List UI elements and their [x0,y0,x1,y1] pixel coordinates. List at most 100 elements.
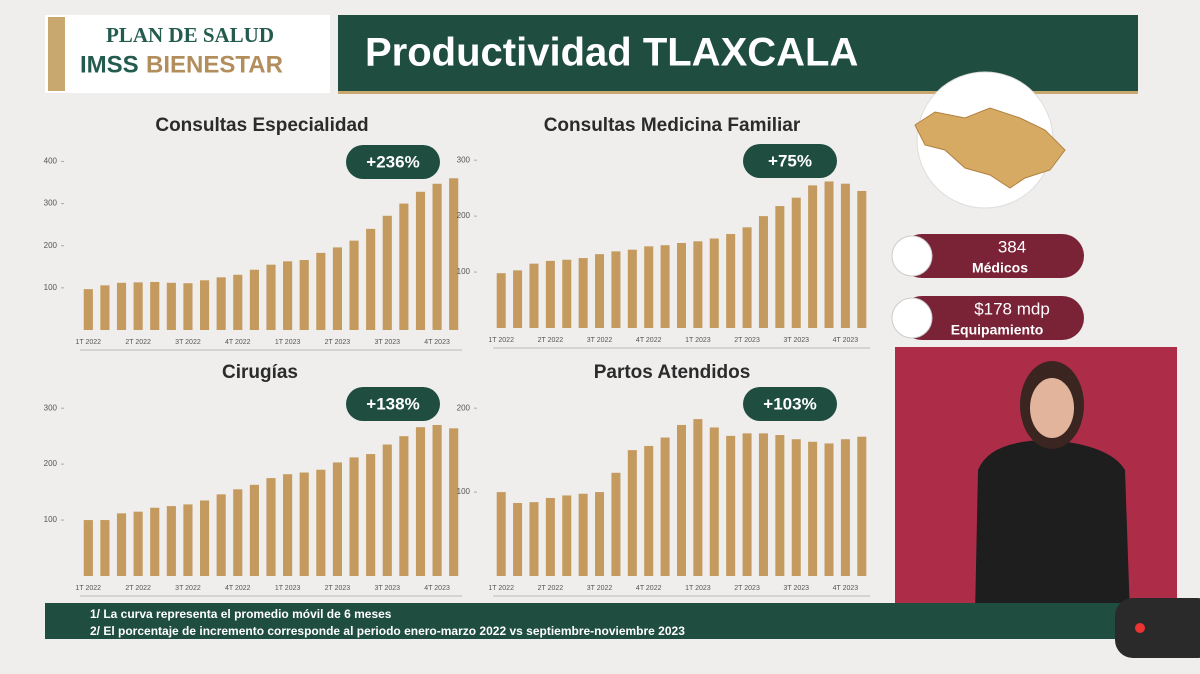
bar [366,228,376,330]
bar [562,495,572,576]
x-tick-label: 3T 2023 [783,337,809,344]
bar [83,520,93,576]
x-tick-label: 3T 2022 [587,585,613,592]
chart-title: Partos Atendidos [594,362,751,383]
y-tick-label: 200 [44,459,58,468]
y-tick-label: 100 [44,515,58,524]
bar [545,260,555,328]
bar [742,433,752,576]
x-tick-label: 2T 2023 [325,339,351,346]
bar [545,497,555,576]
x-tick-label: 2T 2023 [734,585,760,592]
badge-text: +75% [768,151,812,170]
bar [332,462,343,576]
medicos-pill [900,234,1084,278]
bar [660,437,670,576]
bar [611,251,621,328]
bar [758,216,768,328]
bar [857,190,867,328]
badge-text: +103% [763,394,816,413]
equip-label: Equipamiento [951,322,1044,338]
logo-imss: IMSS [80,51,139,78]
medicos-icon [891,235,933,277]
x-tick-label: 1T 2023 [275,339,301,346]
bar [83,289,93,330]
bar [183,504,193,576]
bar [332,247,343,330]
bar [513,502,523,576]
bar [199,280,210,330]
logo-bar [48,17,65,91]
bar [824,181,834,328]
bar [150,507,160,576]
x-tick-label: 2T 2022 [538,337,564,344]
bar [166,506,176,576]
bar [627,450,637,576]
bar [399,203,409,330]
x-tick-label: 2T 2022 [538,585,564,592]
badge [743,144,837,178]
bar [266,264,276,330]
bar [316,252,326,330]
bar [283,261,293,330]
bar [399,436,409,576]
bar [562,259,572,328]
bar [249,484,259,576]
x-tick-label: 3T 2022 [175,339,201,346]
bar [382,215,392,330]
interpreter-body [975,440,1130,615]
badge [346,387,440,421]
badge [743,387,837,421]
bar [199,500,210,576]
x-tick-label: 4T 2022 [225,339,251,346]
bar [676,424,687,576]
bar [432,424,442,576]
bar [299,472,309,576]
y-tick-label: 200 [457,211,471,220]
bar [676,242,687,328]
x-tick-label: 3T 2023 [374,339,400,346]
bar [316,469,326,576]
bar [513,270,523,328]
bar [496,492,506,576]
x-tick-label: 2T 2022 [125,339,151,346]
bar [775,435,785,576]
bar [496,273,506,328]
x-tick-label: 3T 2022 [175,585,201,592]
chart-title: Consultas Medicina Familiar [544,115,801,136]
bar [595,254,605,328]
page-title: Productividad TLAXCALA [365,31,858,75]
y-tick-label: 300 [44,199,58,208]
bar [216,277,226,330]
equip-icon [891,297,933,339]
bar [644,445,654,576]
y-tick-label: 300 [44,403,58,412]
x-tick-label: 2T 2023 [325,585,351,592]
chart-title: Consultas Especialidad [155,115,368,136]
title-underline [338,91,1138,94]
logo-line1: PLAN DE SALUD [106,23,274,47]
bar [726,234,736,328]
x-tick-label: 4T 2023 [833,585,859,592]
bar [349,457,359,576]
bar [415,427,426,576]
call-controls[interactable] [1115,598,1200,658]
bar [216,494,226,576]
record-dot [1135,623,1145,633]
bar [660,245,670,328]
bar [693,241,703,328]
x-tick-label: 3T 2023 [783,585,809,592]
bar [449,178,459,330]
bar [150,281,160,330]
x-tick-label: 1T 2023 [275,585,301,592]
x-tick-label: 4T 2023 [424,585,450,592]
bar [627,249,637,328]
bar [266,478,276,576]
x-tick-label: 4T 2022 [636,585,662,592]
bar [529,263,539,328]
bar [758,433,768,576]
x-tick-label: 1T 2022 [76,585,102,592]
bar [726,435,736,576]
bar [578,493,588,576]
bar [611,472,621,576]
